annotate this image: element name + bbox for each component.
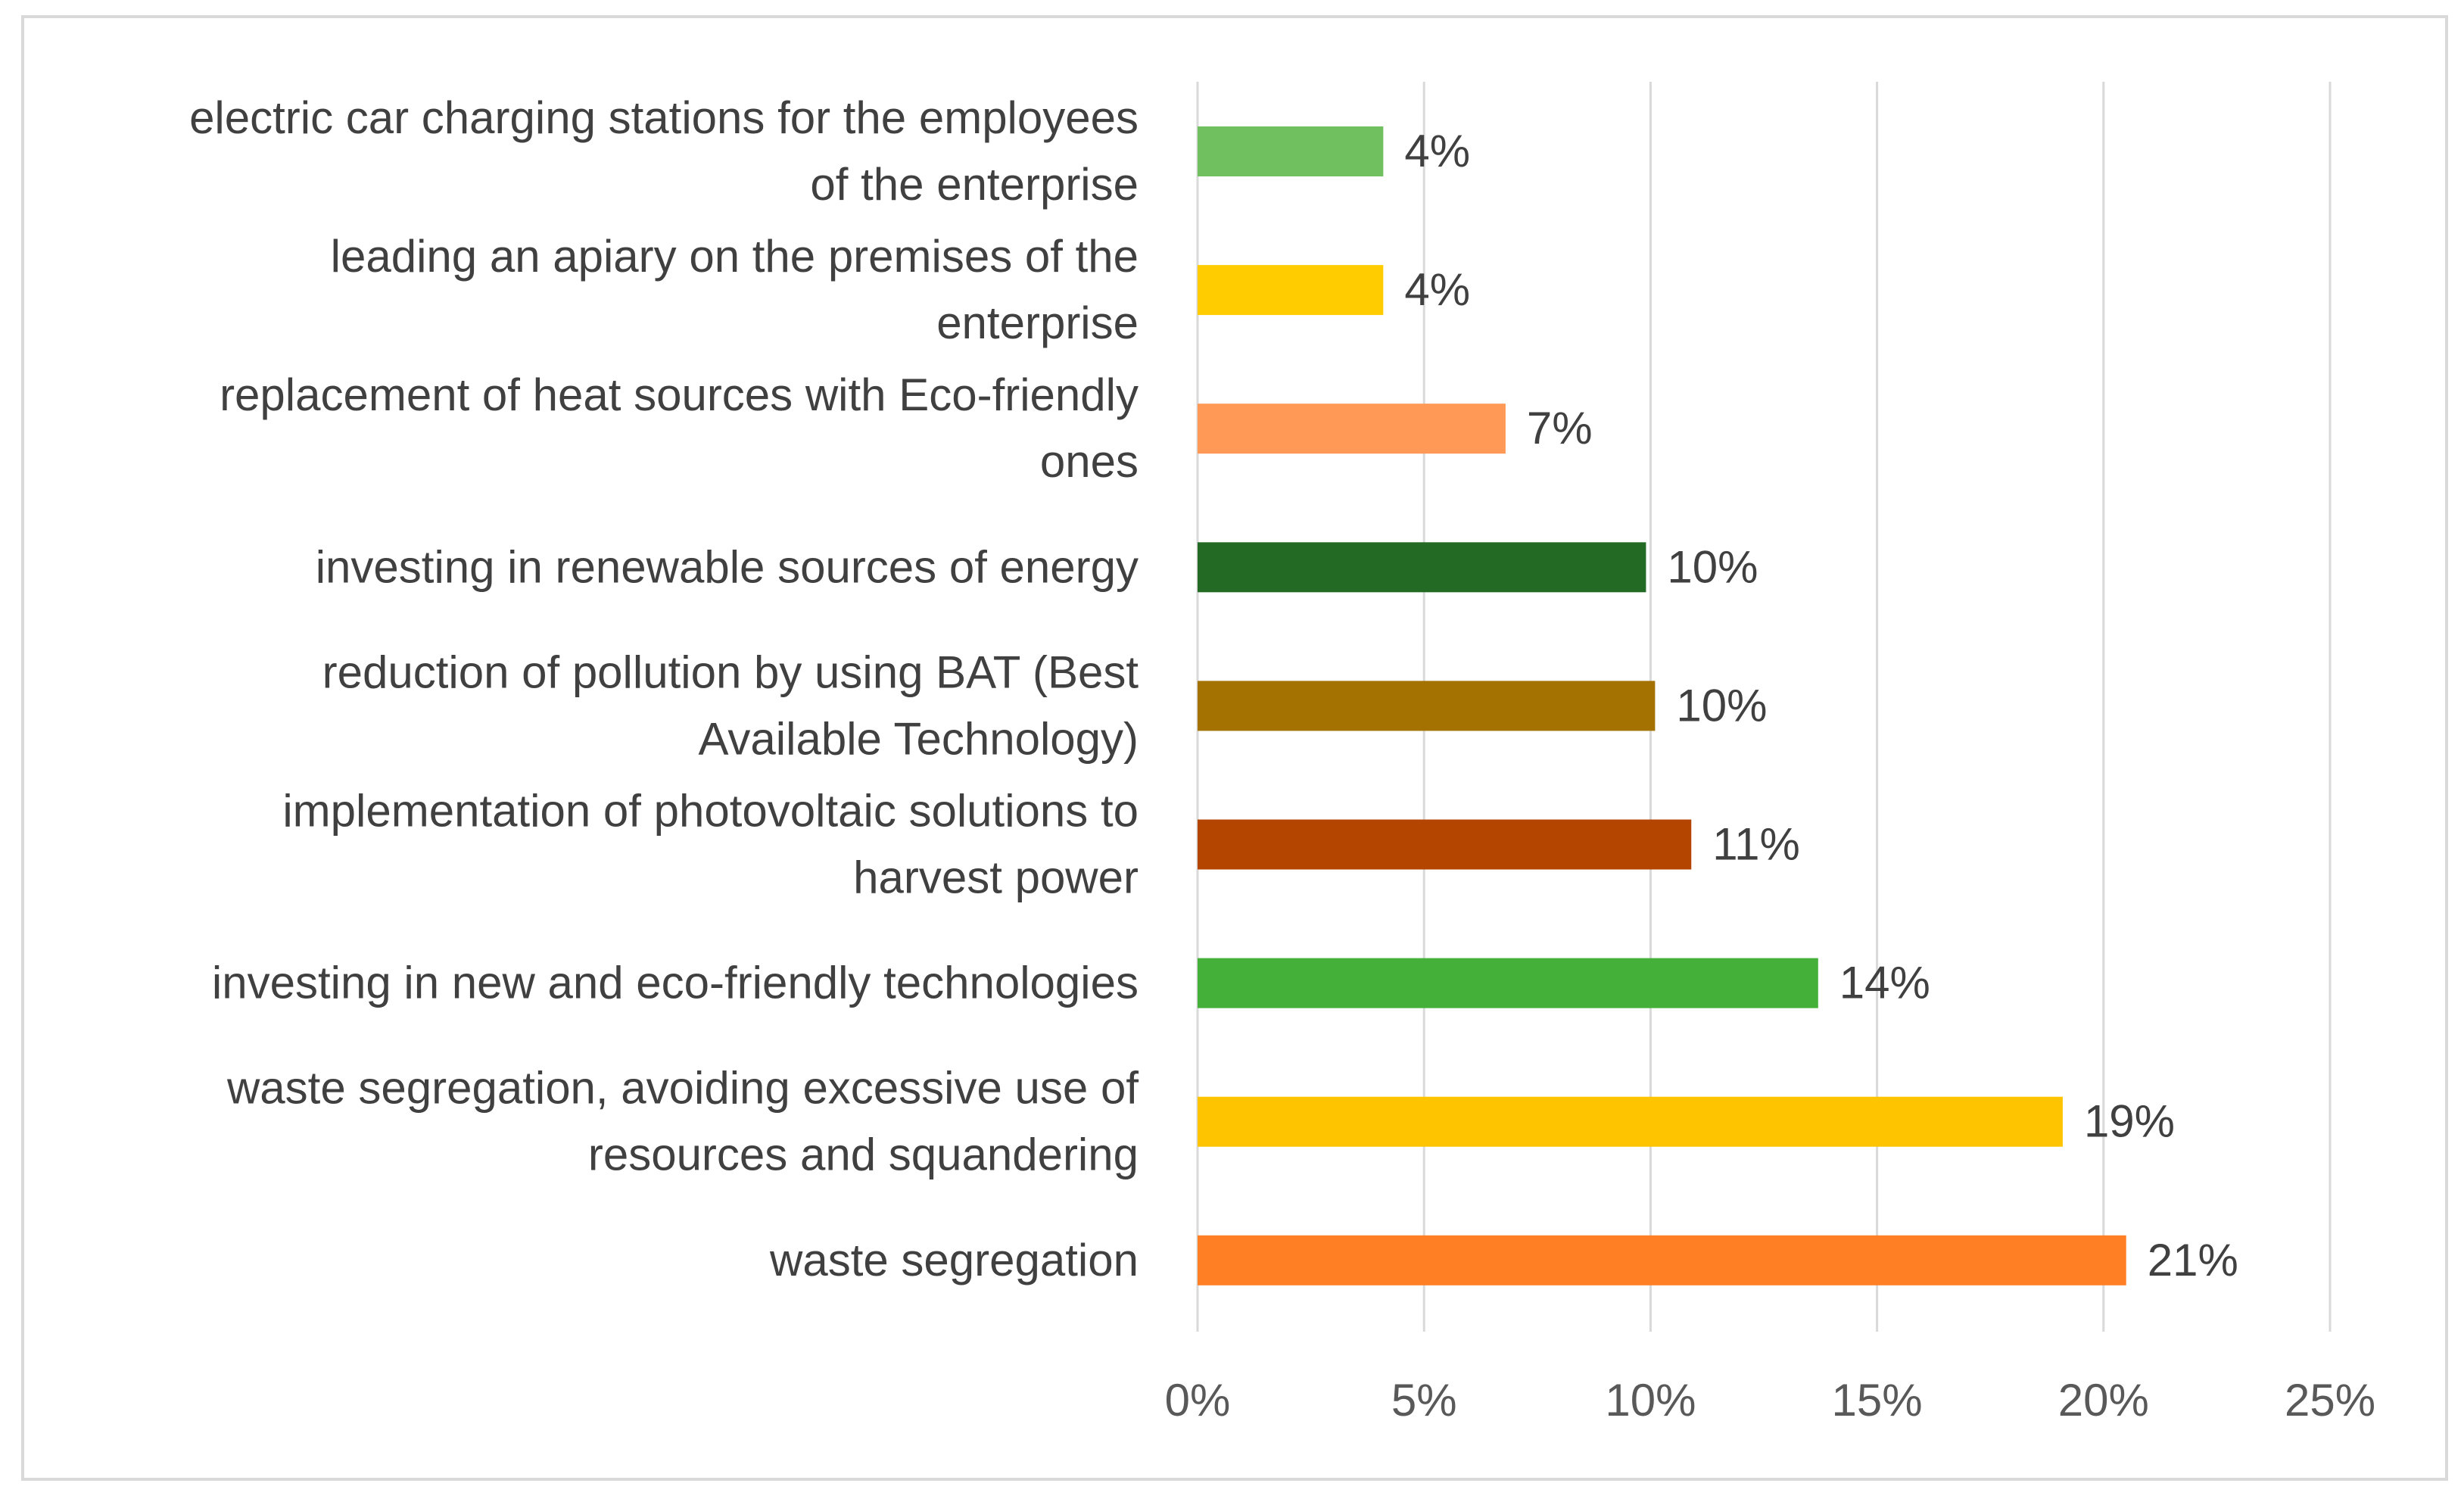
data-label: 14% <box>1839 958 1930 1008</box>
bar <box>1198 265 1384 316</box>
x-axis-tick-labels: 0% 5% 10% 15% 20% 25% <box>1165 1375 2375 1426</box>
bar <box>1198 958 1818 1008</box>
category-label: resources and squandering <box>588 1130 1139 1180</box>
bar <box>1198 681 1656 731</box>
data-label: 10% <box>1667 541 1758 592</box>
category-label: of the enterprise <box>810 159 1139 210</box>
category-label: ones <box>1040 436 1139 487</box>
bar <box>1198 542 1646 593</box>
bar <box>1198 1096 2063 1147</box>
bar <box>1198 126 1384 176</box>
bar <box>1198 1235 2126 1285</box>
category-label: harvest power <box>853 852 1139 903</box>
category-label: leading an apiary on the premises of the <box>331 231 1139 282</box>
data-label: 10% <box>1676 680 1767 731</box>
category-labels: electric car charging stations for the e… <box>189 92 1139 1285</box>
category-label: investing in renewable sources of energy <box>316 541 1139 592</box>
x-tick-label: 0% <box>1165 1375 1231 1426</box>
category-label: electric car charging stations for the e… <box>189 92 1139 143</box>
category-label: Available Technology) <box>698 713 1139 764</box>
x-tick-label: 5% <box>1391 1375 1457 1426</box>
category-label: replacement of heat sources with Eco-fri… <box>220 369 1139 420</box>
data-label: 21% <box>2148 1235 2238 1285</box>
data-label: 7% <box>1527 403 1593 453</box>
category-label: investing in new and eco-friendly techno… <box>212 958 1139 1008</box>
bar <box>1198 404 1506 454</box>
category-label: enterprise <box>936 298 1139 348</box>
x-tick-label: 10% <box>1605 1375 1696 1426</box>
x-tick-label: 15% <box>1832 1375 1923 1426</box>
data-label: 4% <box>1404 264 1470 315</box>
category-label: waste segregation, avoiding excessive us… <box>226 1063 1139 1114</box>
x-tick-label: 25% <box>2285 1375 2375 1426</box>
x-tick-label: 20% <box>2058 1375 2149 1426</box>
category-label: reduction of pollution by using BAT (Bes… <box>322 647 1139 697</box>
bar-chart: electric car charging stations for the e… <box>189 82 2375 1426</box>
category-label: implementation of photovoltaic solutions… <box>282 786 1139 837</box>
category-label: waste segregation <box>769 1235 1139 1285</box>
chart-frame: electric car charging stations for the e… <box>21 15 2448 1481</box>
data-label: 4% <box>1404 126 1470 176</box>
value-labels: 4% 4% 7% 10% 10% 11% 14% 19% 21% <box>1404 126 2238 1285</box>
data-label: 19% <box>2084 1096 2175 1147</box>
data-label: 11% <box>1712 819 1800 870</box>
bars <box>1198 126 2126 1285</box>
bar <box>1198 819 1692 870</box>
